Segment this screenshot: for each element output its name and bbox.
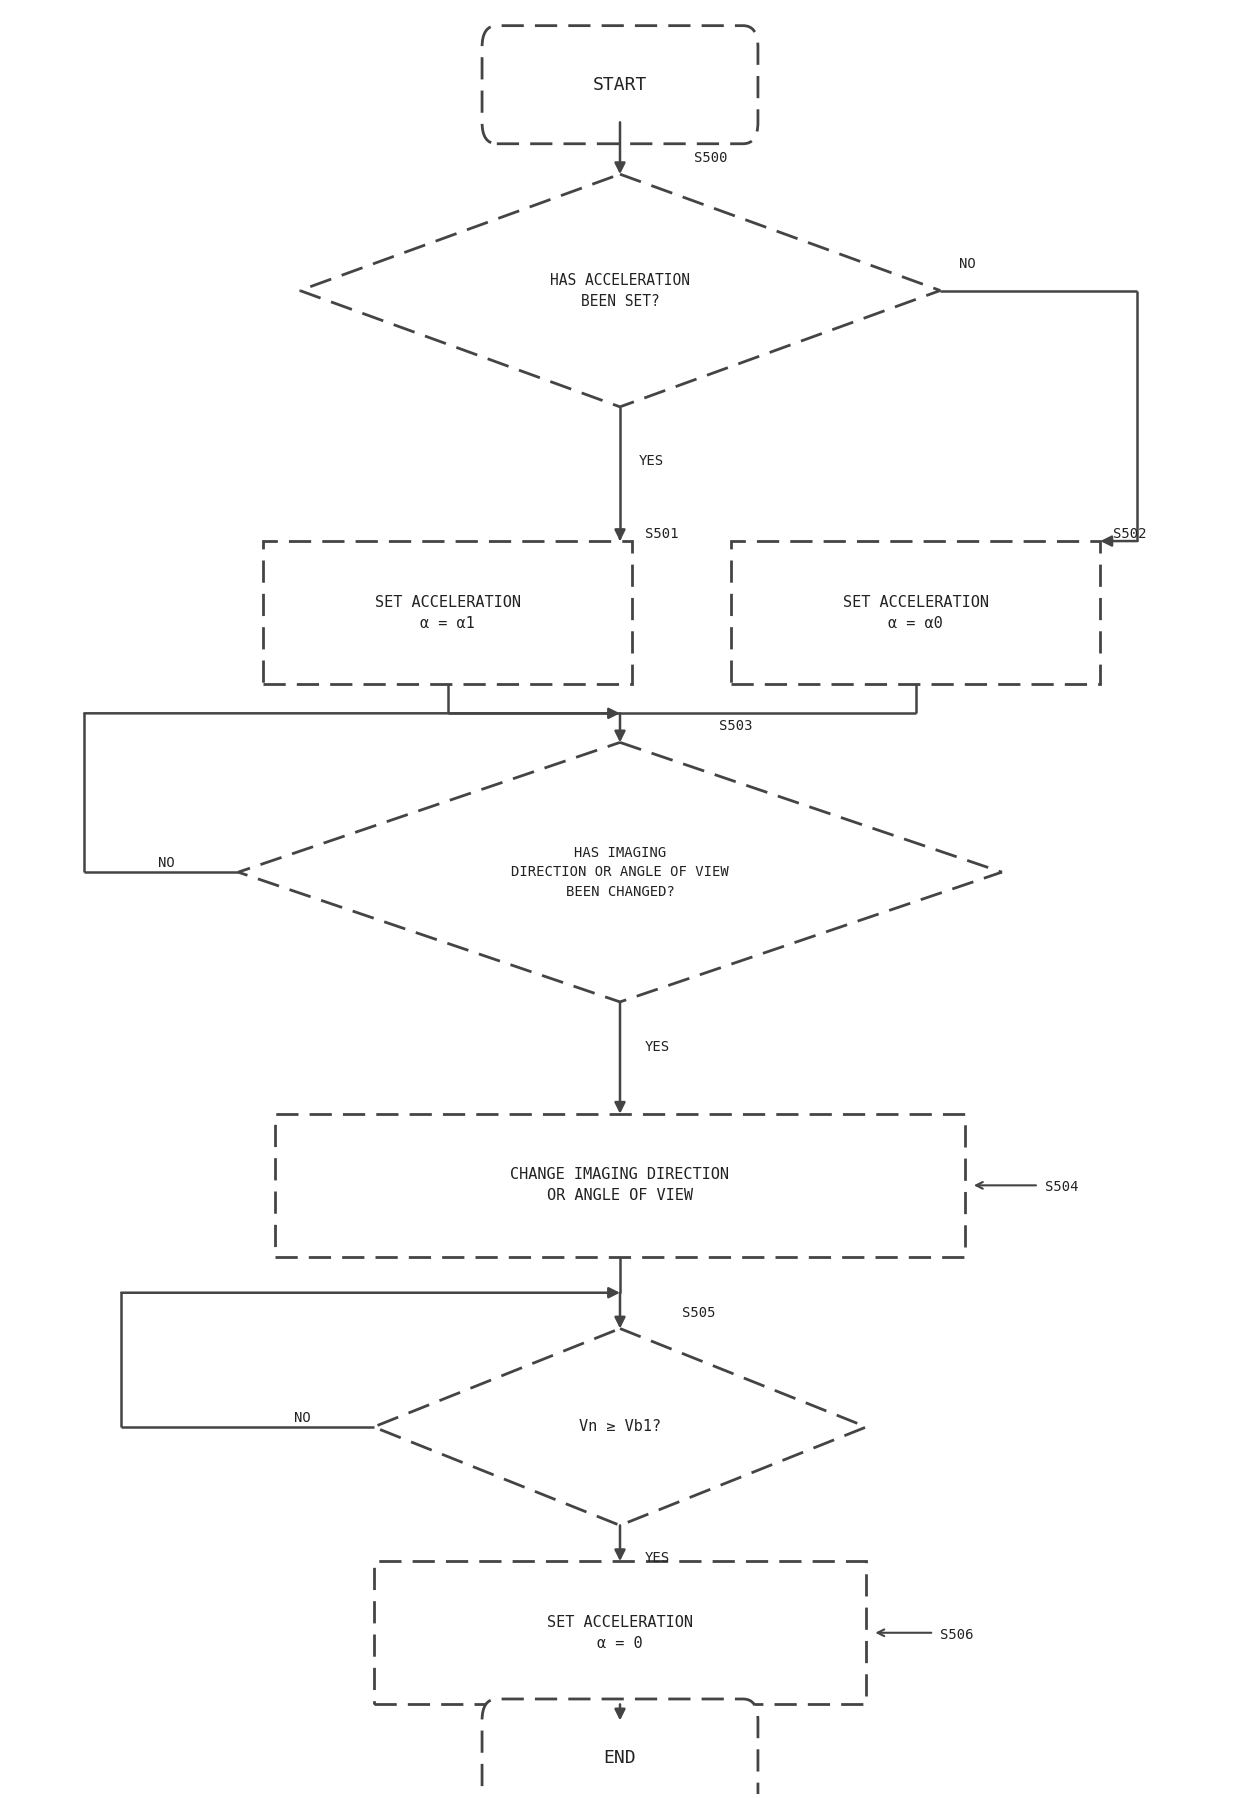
Text: HAS ACCELERATION
BEEN SET?: HAS ACCELERATION BEEN SET? (551, 273, 689, 309)
Text: CHANGE IMAGING DIRECTION
OR ANGLE OF VIEW: CHANGE IMAGING DIRECTION OR ANGLE OF VIE… (511, 1167, 729, 1203)
Text: NO: NO (959, 257, 976, 271)
Text: S502: S502 (1112, 527, 1146, 541)
Text: NO: NO (159, 856, 175, 870)
Text: SET ACCELERATION
α = α1: SET ACCELERATION α = α1 (374, 595, 521, 631)
FancyBboxPatch shape (482, 1699, 758, 1798)
FancyBboxPatch shape (275, 1113, 965, 1257)
Text: S505: S505 (682, 1305, 715, 1320)
Text: S500: S500 (694, 151, 728, 165)
Polygon shape (238, 743, 1002, 1001)
Text: Vn ≥ Vb1?: Vn ≥ Vb1? (579, 1419, 661, 1435)
Text: NO: NO (294, 1411, 310, 1426)
FancyBboxPatch shape (730, 541, 1100, 685)
FancyBboxPatch shape (482, 25, 758, 144)
Text: S506: S506 (940, 1627, 973, 1642)
Polygon shape (373, 1329, 867, 1525)
Text: START: START (593, 76, 647, 93)
Text: S503: S503 (718, 719, 751, 734)
Text: HAS IMAGING
DIRECTION OR ANGLE OF VIEW
BEEN CHANGED?: HAS IMAGING DIRECTION OR ANGLE OF VIEW B… (511, 845, 729, 899)
FancyBboxPatch shape (373, 1561, 867, 1705)
Text: SET ACCELERATION
α = α0: SET ACCELERATION α = α0 (843, 595, 988, 631)
Polygon shape (300, 174, 940, 406)
FancyBboxPatch shape (263, 541, 632, 685)
Text: YES: YES (645, 1039, 670, 1054)
Text: YES: YES (639, 453, 663, 467)
Text: YES: YES (645, 1550, 670, 1564)
Text: S501: S501 (645, 527, 678, 541)
Text: SET ACCELERATION
α = 0: SET ACCELERATION α = 0 (547, 1615, 693, 1651)
Text: S504: S504 (1045, 1179, 1079, 1194)
Text: END: END (604, 1749, 636, 1767)
